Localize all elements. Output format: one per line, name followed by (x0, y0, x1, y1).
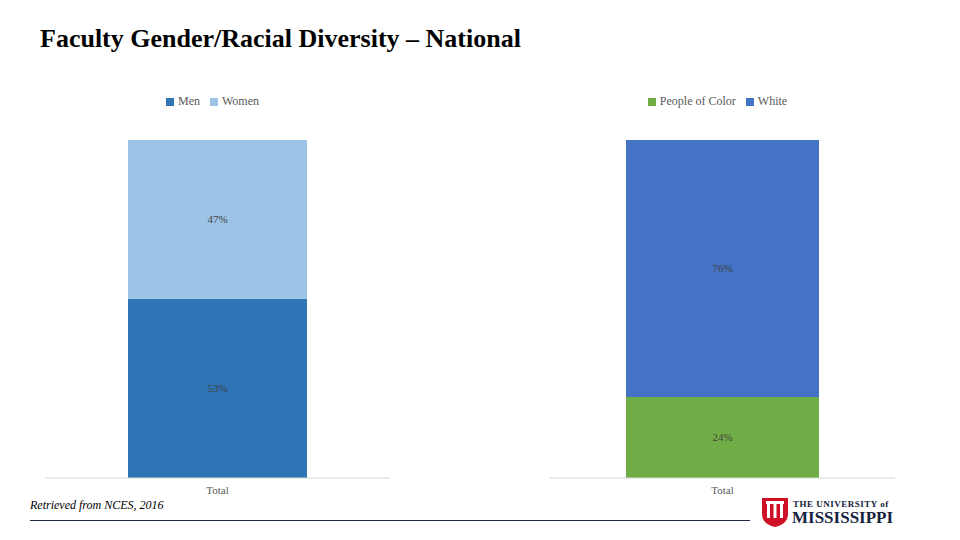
svg-text:53%: 53% (207, 382, 227, 394)
html-text:White: White (757, 94, 788, 108)
svg-text:Total: Total (206, 484, 228, 496)
svg-text:24%: 24% (712, 431, 732, 443)
html-text:Women: Women (222, 94, 259, 108)
html-text:People of Color: People of Color (659, 94, 736, 108)
html-text:Men: Men (178, 94, 200, 108)
html-text:Faculty Gender/Racial Diversit: Faculty Gender/Racial Diversity – Nation… (40, 24, 521, 53)
html-text:THE UNIVERSITY of: THE UNIVERSITY of (793, 499, 889, 509)
svg-text:Total: Total (711, 484, 733, 496)
html-text:MISSISSIPPI: MISSISSIPPI (792, 508, 894, 527)
html-text:Retrieved from NCES, 2016: Retrieved from NCES, 2016 (30, 498, 164, 512)
svg-text:76%: 76% (712, 262, 732, 274)
svg-text:47%: 47% (207, 213, 227, 225)
